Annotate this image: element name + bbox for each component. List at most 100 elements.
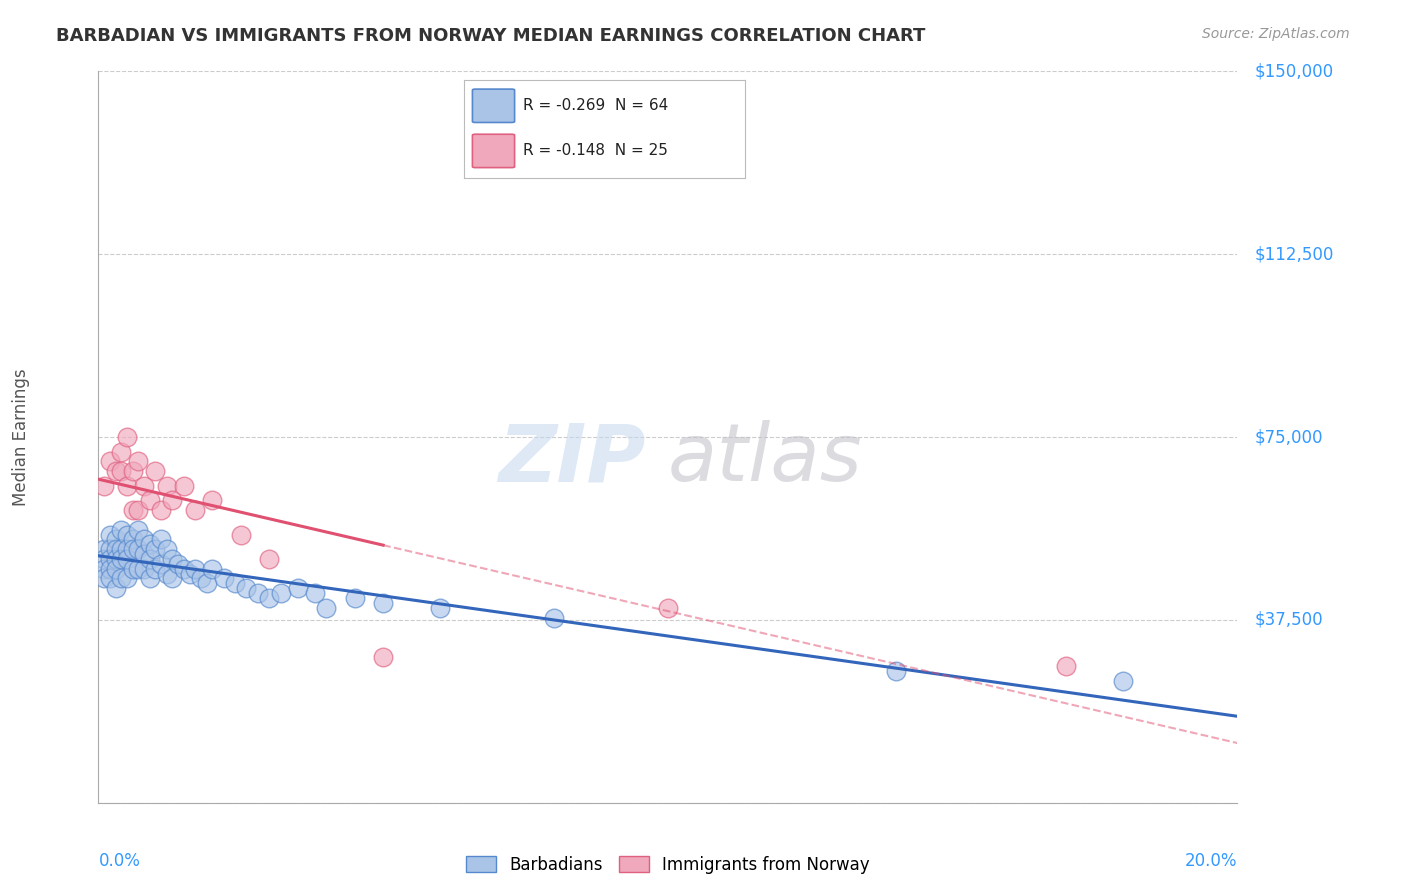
Point — [184, 562, 207, 576]
Point — [315, 600, 337, 615]
Point — [98, 542, 121, 557]
Point — [162, 493, 184, 508]
Point — [98, 572, 121, 586]
Point — [115, 479, 138, 493]
FancyBboxPatch shape — [472, 89, 515, 122]
Point — [110, 464, 132, 478]
Point — [110, 552, 132, 566]
Point — [162, 572, 184, 586]
Point — [93, 552, 115, 566]
Point — [110, 523, 132, 537]
Point — [657, 600, 679, 615]
Point — [93, 562, 115, 576]
Point — [190, 572, 212, 586]
Point — [138, 552, 160, 566]
Point — [115, 552, 138, 566]
Point — [138, 493, 160, 508]
Point — [156, 479, 179, 493]
Text: 0.0%: 0.0% — [98, 852, 141, 870]
Text: R = -0.269  N = 64: R = -0.269 N = 64 — [523, 98, 668, 113]
Point — [115, 430, 138, 444]
Point — [127, 542, 149, 557]
Point — [270, 586, 292, 600]
Point — [104, 552, 127, 566]
Point — [121, 562, 143, 576]
Point — [287, 581, 309, 595]
Text: $75,000: $75,000 — [1254, 428, 1323, 446]
Point — [373, 596, 395, 610]
Point — [429, 600, 451, 615]
Point — [127, 562, 149, 576]
Point — [145, 562, 167, 576]
Point — [162, 552, 184, 566]
Point — [259, 552, 281, 566]
Point — [121, 533, 143, 547]
Point — [115, 527, 138, 541]
Point — [98, 552, 121, 566]
Text: $112,500: $112,500 — [1254, 245, 1334, 263]
Point — [201, 493, 224, 508]
Point — [167, 557, 190, 571]
Point — [1112, 673, 1135, 688]
Point — [93, 542, 115, 557]
Text: atlas: atlas — [668, 420, 863, 498]
Point — [121, 503, 143, 517]
Text: Source: ZipAtlas.com: Source: ZipAtlas.com — [1202, 27, 1350, 41]
Point — [343, 591, 366, 605]
Point — [98, 562, 121, 576]
Point — [110, 444, 132, 458]
Point — [173, 562, 195, 576]
Point — [224, 576, 246, 591]
Point — [110, 542, 132, 557]
Legend: Barbadians, Immigrants from Norway: Barbadians, Immigrants from Norway — [457, 847, 879, 882]
Point — [543, 610, 565, 624]
Text: Median Earnings: Median Earnings — [13, 368, 30, 506]
Point — [150, 503, 173, 517]
Point — [1056, 659, 1078, 673]
Text: $37,500: $37,500 — [1254, 611, 1323, 629]
Text: BARBADIAN VS IMMIGRANTS FROM NORWAY MEDIAN EARNINGS CORRELATION CHART: BARBADIAN VS IMMIGRANTS FROM NORWAY MEDI… — [56, 27, 925, 45]
Point — [132, 547, 155, 561]
Point — [884, 664, 907, 678]
Point — [173, 479, 195, 493]
Point — [132, 533, 155, 547]
Point — [235, 581, 257, 595]
Point — [104, 533, 127, 547]
Point — [104, 562, 127, 576]
Point — [184, 503, 207, 517]
Point — [145, 464, 167, 478]
Point — [201, 562, 224, 576]
Point — [127, 454, 149, 468]
Text: ZIP: ZIP — [498, 420, 645, 498]
Text: $150,000: $150,000 — [1254, 62, 1333, 80]
Point — [259, 591, 281, 605]
Point — [98, 454, 121, 468]
Point — [138, 572, 160, 586]
Point — [104, 464, 127, 478]
Point — [156, 566, 179, 581]
Point — [127, 523, 149, 537]
Point — [121, 464, 143, 478]
Point — [98, 527, 121, 541]
Point — [304, 586, 326, 600]
Point — [150, 533, 173, 547]
Point — [110, 572, 132, 586]
Point — [373, 649, 395, 664]
Point — [212, 572, 235, 586]
Point — [104, 581, 127, 595]
Point — [145, 542, 167, 557]
Point — [156, 542, 179, 557]
FancyBboxPatch shape — [472, 134, 515, 168]
Point — [246, 586, 269, 600]
Point — [132, 562, 155, 576]
Text: R = -0.148  N = 25: R = -0.148 N = 25 — [523, 144, 668, 159]
Point — [104, 542, 127, 557]
Point — [229, 527, 252, 541]
Point — [115, 542, 138, 557]
Point — [150, 557, 173, 571]
Point — [132, 479, 155, 493]
Point — [195, 576, 218, 591]
Text: 20.0%: 20.0% — [1185, 852, 1237, 870]
Point — [179, 566, 201, 581]
Point — [93, 479, 115, 493]
